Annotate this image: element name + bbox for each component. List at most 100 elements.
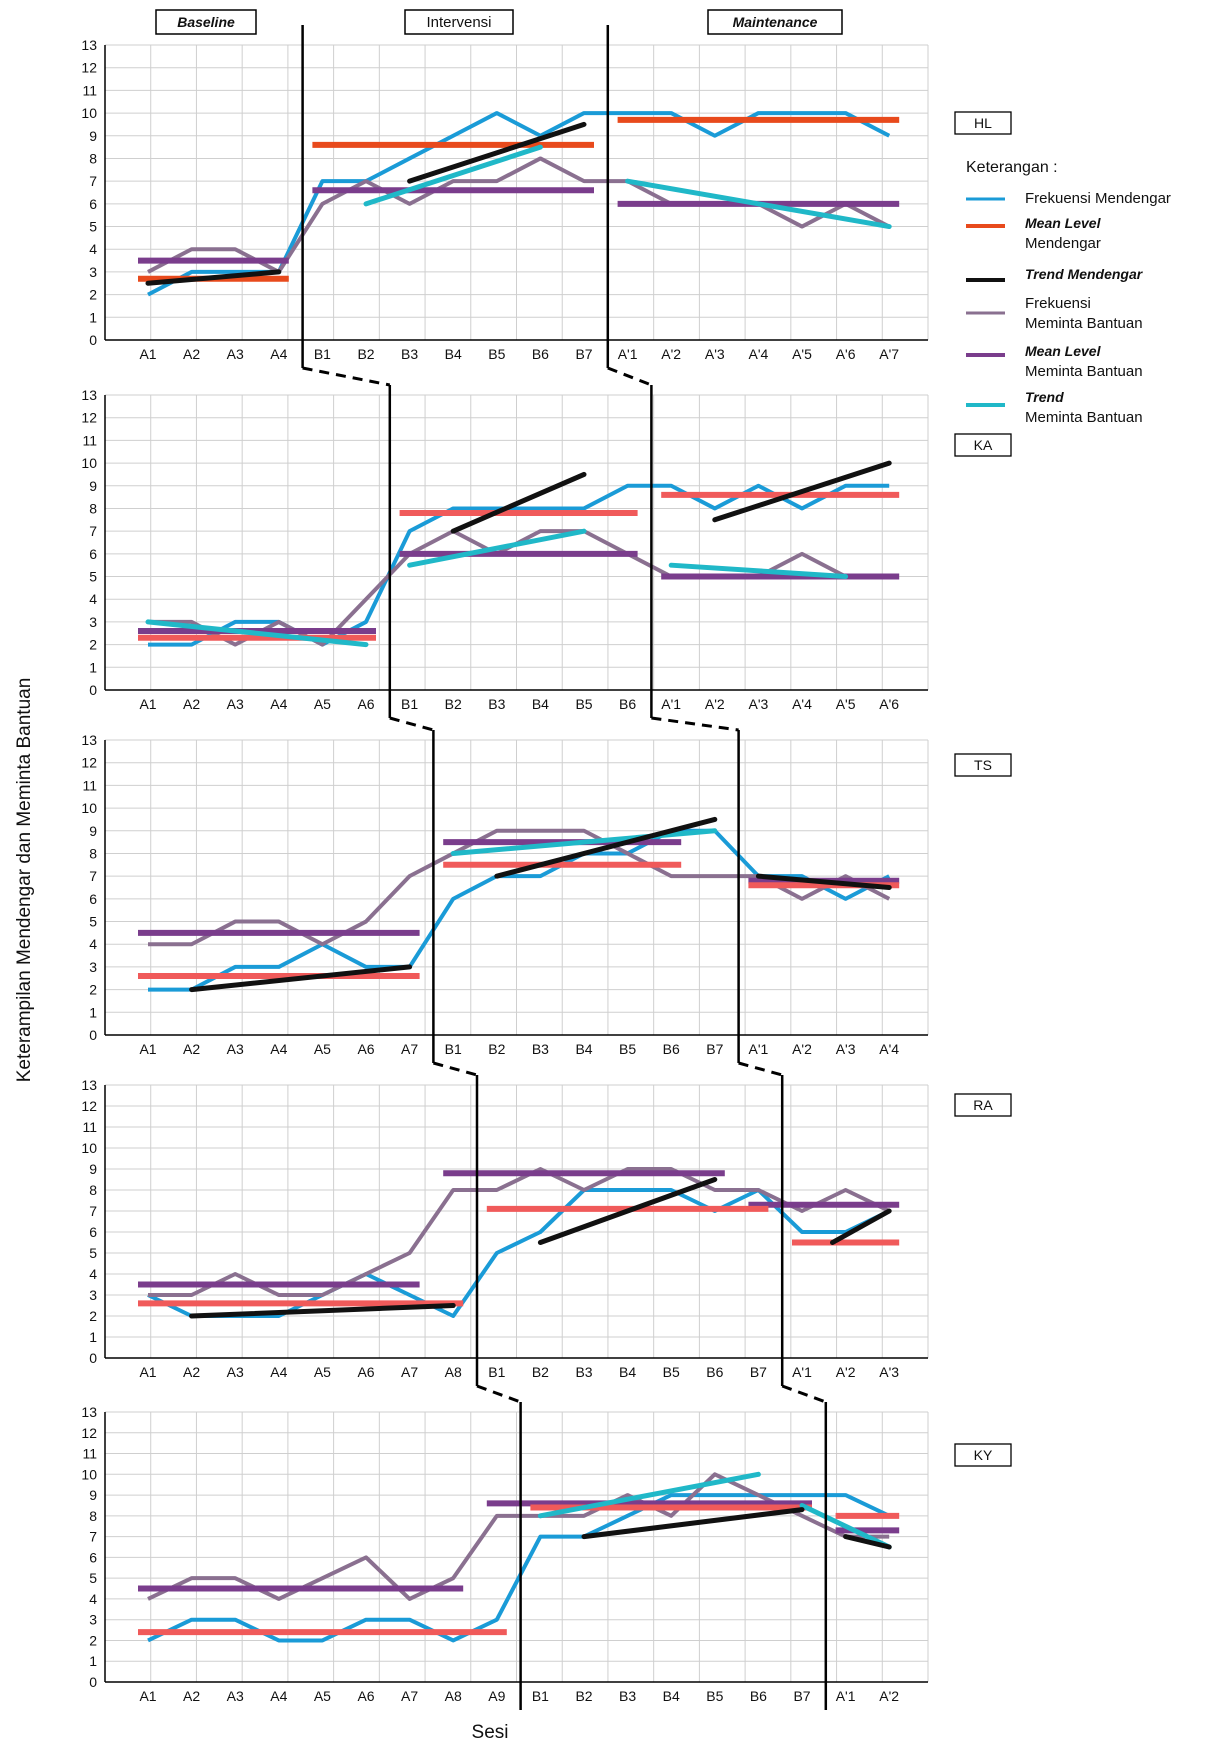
participant-tag: HL <box>954 111 1012 135</box>
legend-label-frekuensi-mendengar: Frekuensi Mendengar <box>1025 190 1171 207</box>
x-tick-label: B2 <box>575 1688 592 1704</box>
phase-change-connector <box>738 1061 783 1077</box>
series-frekuensi-meminta-bantuan <box>147 1472 890 1601</box>
y-tick-label: 3 <box>89 1612 97 1628</box>
x-tick-label: A4 <box>270 1041 287 1057</box>
y-tick-label: 4 <box>89 591 97 607</box>
series-frekuensi-mendengar <box>147 1493 891 1643</box>
x-tick-label: A8 <box>445 1688 462 1704</box>
phase-change-connector <box>651 716 739 732</box>
phase-label-intervensi: Intervensi <box>426 14 491 31</box>
y-tick-label: 5 <box>89 1570 97 1586</box>
x-tick-label: A4 <box>270 696 287 712</box>
x-axis-label: Sesi <box>472 1722 509 1743</box>
phase-label-maintenance: Maintenance <box>733 14 818 30</box>
participant-tag-label: TS <box>974 757 992 773</box>
x-tick-label: B5 <box>663 1364 680 1380</box>
trend-meminta-bantuan <box>363 144 543 207</box>
x-tick-label: A6 <box>357 1364 374 1380</box>
y-tick-label: 2 <box>89 287 97 303</box>
trend-mendengar <box>843 1534 892 1550</box>
x-tick-label: B6 <box>619 696 636 712</box>
trend-mendengar <box>581 1507 805 1540</box>
trend-mendengar <box>755 873 892 890</box>
y-axis-label: Keterampilan Mendengar dan Meminta Bantu… <box>14 678 35 1083</box>
y-tick-label: 0 <box>89 1350 97 1366</box>
x-tick-label: B5 <box>706 1688 723 1704</box>
y-tick-label: 6 <box>89 891 97 907</box>
legend-label-trend-bantuan: Meminta Bantuan <box>1025 409 1143 426</box>
y-tick-label: 12 <box>81 410 97 426</box>
x-tick-label: B1 <box>488 1364 505 1380</box>
y-tick-label: 8 <box>89 150 97 166</box>
participant-tag-label: KY <box>974 1447 993 1463</box>
participant-tag-box <box>954 753 1012 777</box>
x-tick-label: A'3 <box>879 1364 899 1380</box>
y-tick-label: 0 <box>89 682 97 698</box>
y-tick-label: 9 <box>89 823 97 839</box>
x-tick-label: B7 <box>793 1688 810 1704</box>
x-tick-label: A1 <box>139 696 156 712</box>
x-tick-label: A7 <box>401 1364 418 1380</box>
y-tick-label: 7 <box>89 1203 97 1219</box>
y-tick-label: 4 <box>89 936 97 952</box>
x-tick-label: A'2 <box>879 1688 899 1704</box>
y-tick-label: 1 <box>89 1004 97 1020</box>
participant-tag-box <box>954 111 1012 135</box>
participant-tag: KA <box>954 433 1012 457</box>
x-tick-label: B1 <box>314 346 331 362</box>
x-tick-label: A1 <box>139 1688 156 1704</box>
x-tick-label: A3 <box>227 346 244 362</box>
y-tick-label: 11 <box>82 777 97 793</box>
x-tick-label: A4 <box>270 346 287 362</box>
x-tick-label: A1 <box>139 1364 156 1380</box>
y-tick-label: 1 <box>89 659 97 675</box>
x-tick-label: A7 <box>401 1688 418 1704</box>
legend-bold-mean-bantuan: Mean Level <box>1025 343 1102 359</box>
x-tick-label: A8 <box>445 1364 462 1380</box>
y-tick-label: 9 <box>89 128 97 144</box>
legend-label-mean-bantuan: Meminta Bantuan <box>1025 363 1143 380</box>
x-tick-label: A4 <box>270 1364 287 1380</box>
y-tick-label: 10 <box>81 1140 97 1156</box>
y-tick-label: 6 <box>89 546 97 562</box>
x-tick-label: B5 <box>575 696 592 712</box>
y-tick-label: 5 <box>89 219 97 235</box>
y-tick-label: 13 <box>81 1404 97 1420</box>
x-tick-label: B5 <box>488 346 505 362</box>
x-tick-label: A'6 <box>836 346 856 362</box>
x-tick-label: A'1 <box>749 1041 769 1057</box>
y-tick-label: 12 <box>81 755 97 771</box>
x-tick-label: A'3 <box>749 696 769 712</box>
y-tick-label: 11 <box>82 1119 97 1135</box>
x-tick-label: B3 <box>575 1364 592 1380</box>
participant-tag: KY <box>954 1443 1012 1467</box>
y-tick-label: 4 <box>89 1266 97 1282</box>
y-tick-label: 13 <box>81 37 97 53</box>
x-tick-label: A3 <box>227 1041 244 1057</box>
legend-bold-trend-bantuan: Trend <box>1025 389 1064 405</box>
y-tick-label: 11 <box>82 1446 97 1462</box>
trend-mendengar <box>189 1303 456 1319</box>
x-tick-label: B4 <box>619 1364 636 1380</box>
x-tick-label: A3 <box>227 1364 244 1380</box>
y-tick-label: 3 <box>89 1287 97 1303</box>
y-tick-label: 8 <box>89 1182 97 1198</box>
x-tick-label: B7 <box>750 1364 767 1380</box>
x-tick-label: A'1 <box>618 346 638 362</box>
x-tick-label: A5 <box>314 696 331 712</box>
y-tick-label: 4 <box>89 241 97 257</box>
y-tick-label: 7 <box>89 1529 97 1545</box>
y-tick-label: 5 <box>89 569 97 585</box>
x-tick-label: A7 <box>401 1041 418 1057</box>
legend-label-frekuensi-bantuan-2: Meminta Bantuan <box>1025 315 1143 332</box>
y-tick-label: 11 <box>82 432 97 448</box>
trend-meminta-bantuan <box>799 1502 892 1550</box>
participant-tag-box <box>954 433 1012 457</box>
participant-tag-label: HL <box>974 115 992 131</box>
trend-meminta-bantuan <box>407 528 587 568</box>
y-tick-label: 2 <box>89 637 97 653</box>
